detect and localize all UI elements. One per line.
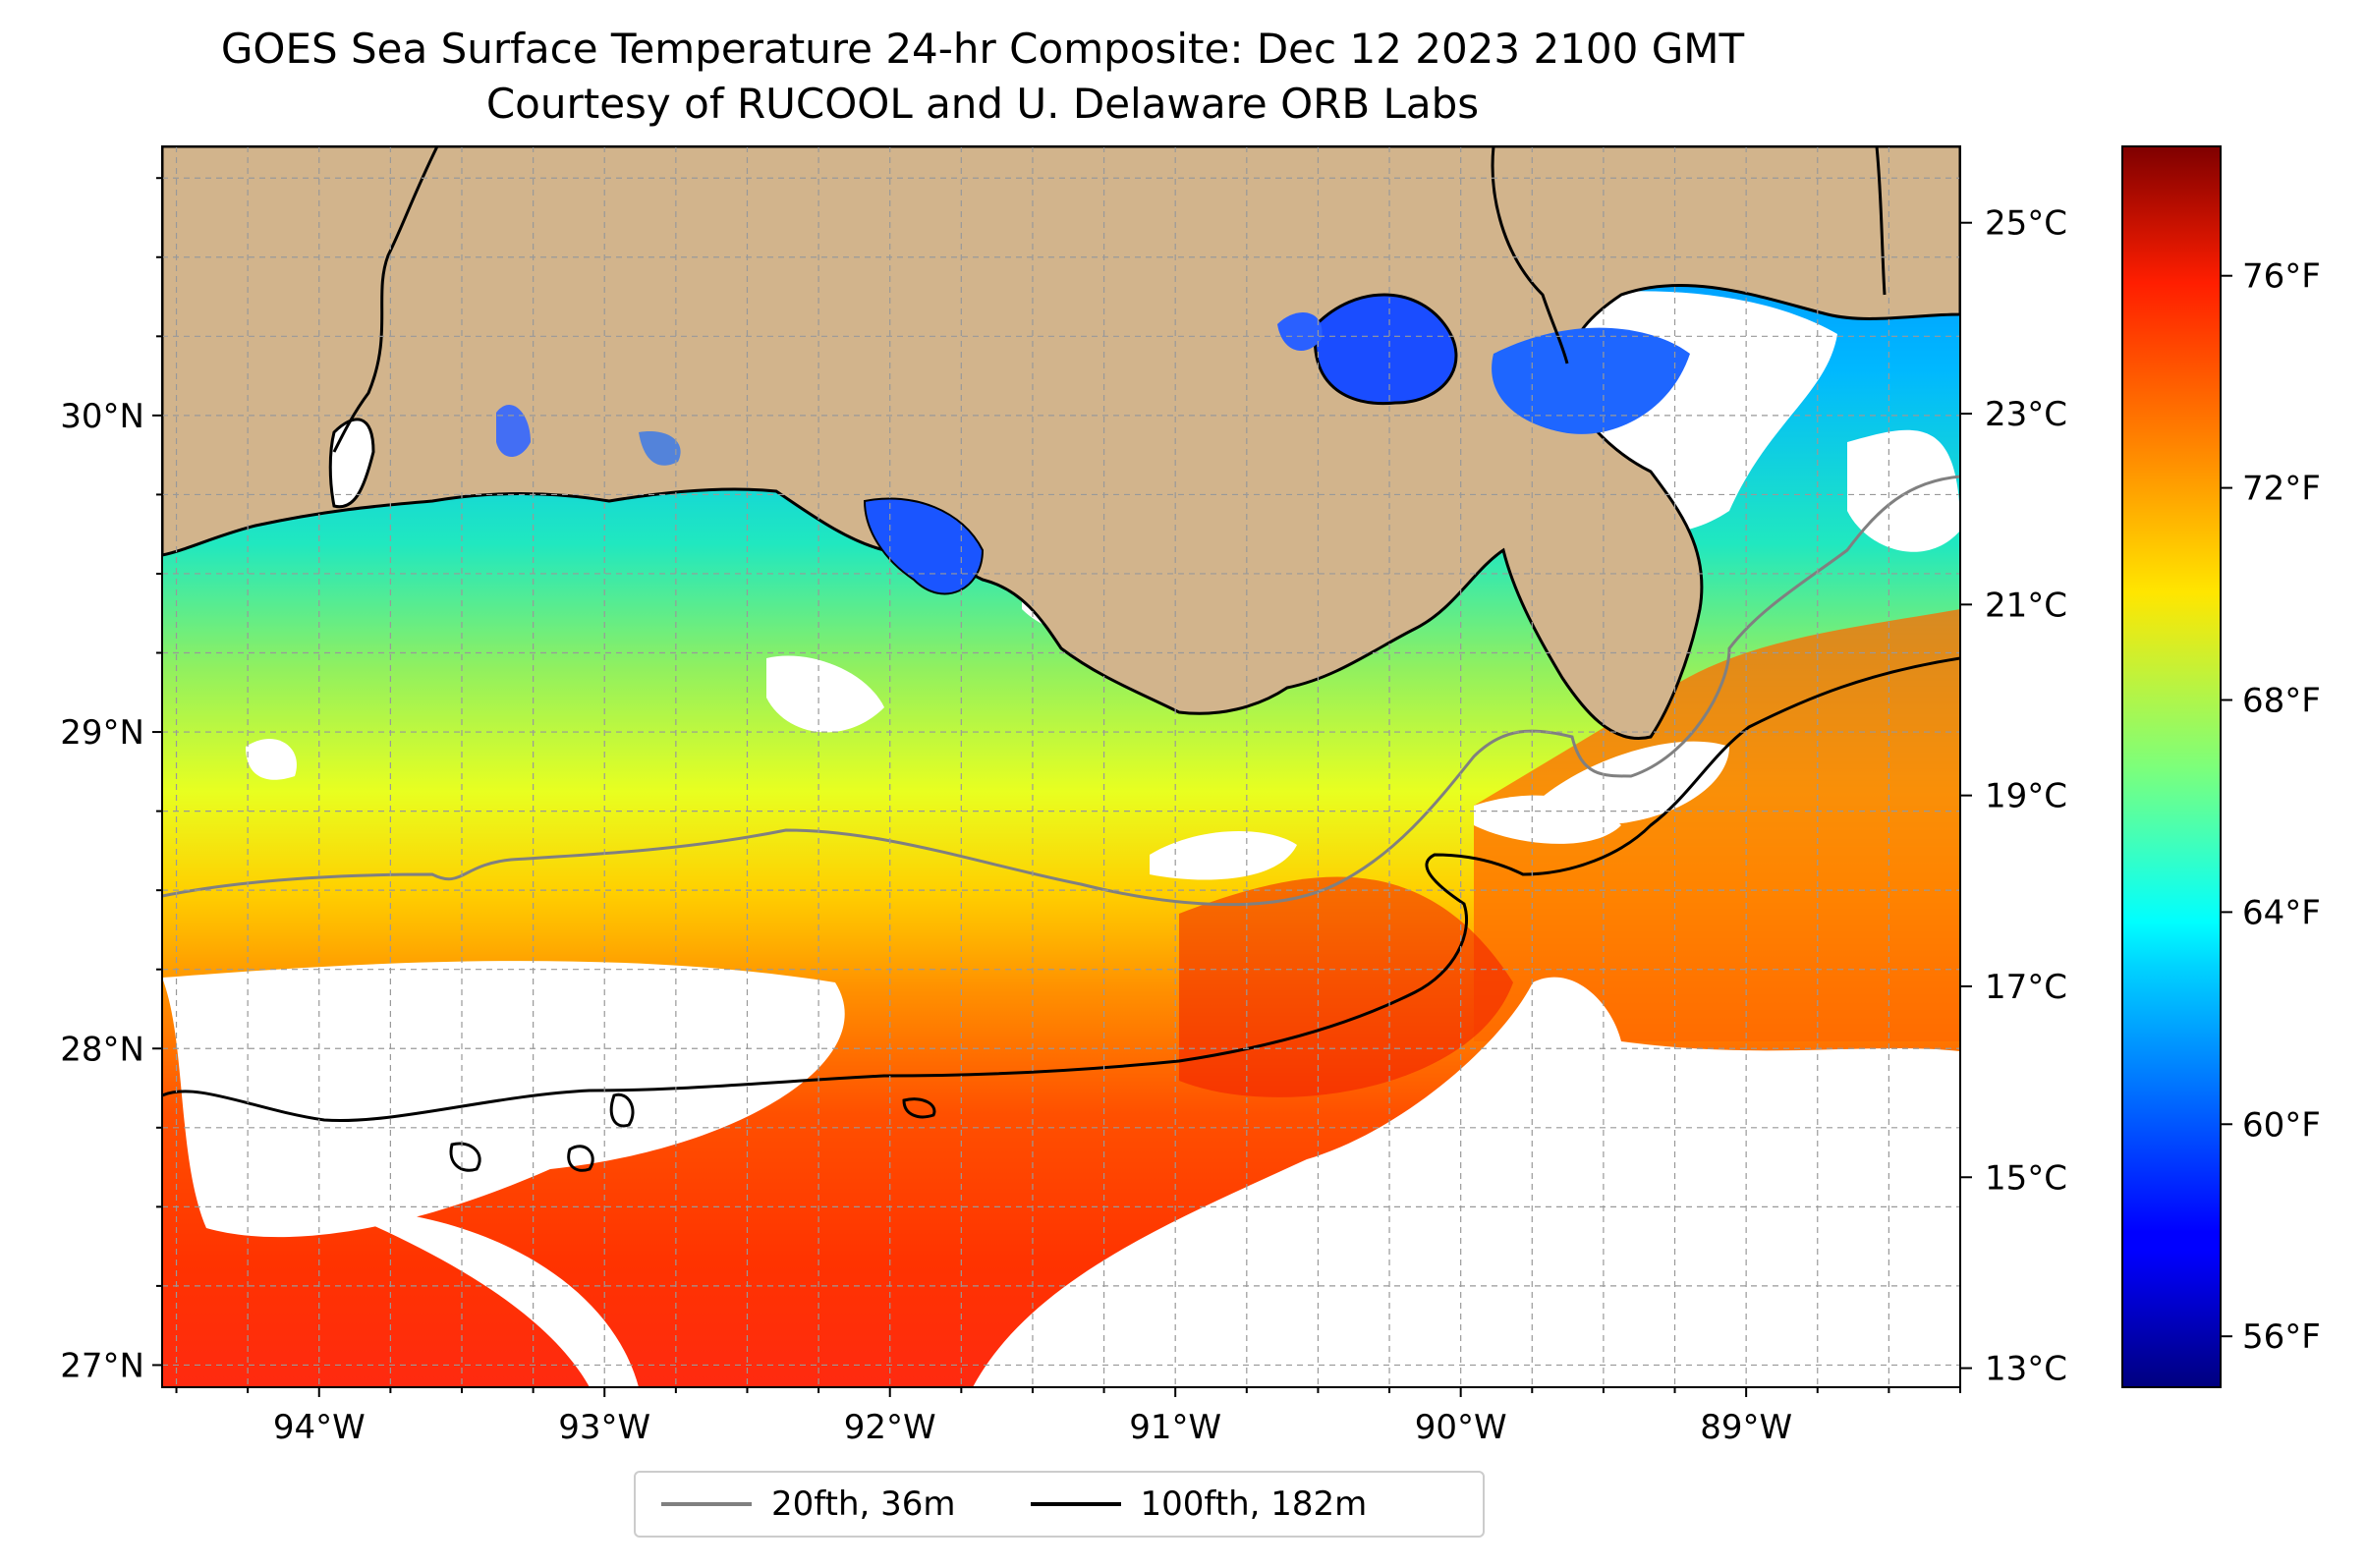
y-tick-label: 29°N bbox=[60, 713, 144, 753]
sst-warm-east bbox=[1474, 609, 1960, 1041]
y-tick-label: 28°N bbox=[60, 1030, 144, 1069]
fahrenheit-tick-label: 76°F bbox=[2242, 257, 2321, 297]
title-line-1: GOES Sea Surface Temperature 24-hr Compo… bbox=[220, 25, 1745, 73]
celsius-tick-label: 13°C bbox=[1985, 1350, 2067, 1389]
x-tick-label: 89°W bbox=[1700, 1408, 1792, 1447]
legend-item-20fth: 20fth, 36m bbox=[646, 1484, 956, 1524]
x-tick-label: 90°W bbox=[1415, 1408, 1507, 1447]
x-tick-label: 94°W bbox=[273, 1408, 366, 1447]
celsius-tick-label: 23°C bbox=[1985, 395, 2067, 434]
contour-100fth bbox=[162, 656, 1960, 1123]
celsius-tick-label: 19°C bbox=[1985, 777, 2067, 816]
celsius-tick-label: 21°C bbox=[1985, 586, 2067, 625]
map-area bbox=[162, 146, 1960, 1387]
legend-swatch-100fth bbox=[1030, 1502, 1121, 1506]
inland-water bbox=[328, 418, 375, 509]
fahrenheit-tick-label: 68°F bbox=[2242, 681, 2321, 720]
legend-label-20fth: 20fth, 36m bbox=[771, 1484, 956, 1524]
legend-item-100fth: 100fth, 182m bbox=[1015, 1484, 1368, 1524]
inland-water-east bbox=[1492, 327, 1690, 434]
state-border bbox=[332, 146, 439, 453]
lake-pontchartrain bbox=[1314, 293, 1458, 406]
fahrenheit-tick-label: 56°F bbox=[2242, 1317, 2321, 1357]
inland-water bbox=[496, 404, 531, 457]
colorbar-ticks: 25°C 23°C 21°C 19°C 17°C 15°C 13°C 76°F 72°F 68°F… bbox=[1960, 204, 2321, 1389]
y-tick-label: 30°N bbox=[60, 397, 144, 436]
state-border bbox=[1875, 146, 1887, 296]
inland-water bbox=[863, 497, 985, 595]
contour-20fth bbox=[162, 475, 1960, 907]
x-tick-label: 93°W bbox=[558, 1408, 650, 1447]
x-tick-label: 92°W bbox=[844, 1408, 936, 1447]
celsius-tick-label: 17°C bbox=[1985, 968, 2067, 1007]
legend-swatch-20fth bbox=[661, 1502, 752, 1506]
legend-label-100fth: 100fth, 182m bbox=[1140, 1484, 1368, 1524]
state-border bbox=[1491, 146, 1569, 364]
fahrenheit-tick-label: 64°F bbox=[2242, 893, 2321, 932]
inland-water bbox=[639, 431, 681, 466]
fahrenheit-tick-label: 60°F bbox=[2242, 1105, 2321, 1145]
grid bbox=[162, 146, 1960, 1387]
legend: 20fth, 36m 100fth, 182m bbox=[634, 1471, 1485, 1538]
celsius-tick-label: 25°C bbox=[1985, 204, 2067, 244]
celsius-tick-label: 15°C bbox=[1985, 1158, 2067, 1198]
axes: 94°W 93°W 92°W 91°W 90°W 89°W 30°N 29°N 28°N 27°N bbox=[60, 177, 1961, 1447]
x-tick-label: 91°W bbox=[1129, 1408, 1221, 1447]
y-tick-label: 27°N bbox=[60, 1346, 144, 1385]
map-frame bbox=[161, 145, 1961, 1388]
fahrenheit-tick-label: 72°F bbox=[2242, 470, 2321, 509]
colorbar bbox=[2121, 145, 2222, 1388]
sst-hot-core bbox=[1179, 876, 1513, 1097]
title-line-2: Courtesy of RUCOOL and U. Delaware ORB L… bbox=[485, 80, 1480, 128]
inland-water bbox=[1277, 312, 1323, 351]
shelf-islands bbox=[449, 1092, 936, 1172]
map-title: GOES Sea Surface Temperature 24-hr Compo… bbox=[0, 22, 1965, 132]
